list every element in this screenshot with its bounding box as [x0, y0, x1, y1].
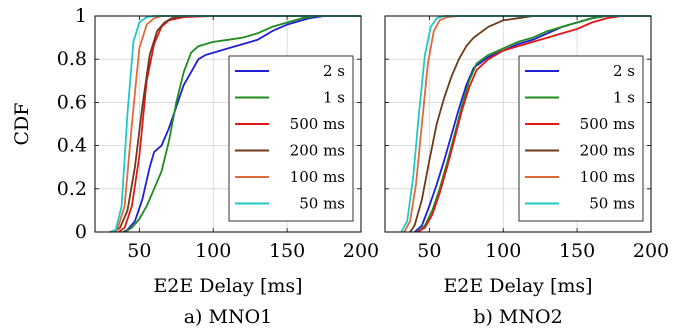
y-tick-label: 0.8 [57, 48, 87, 70]
panel-caption: a) MNO1 [184, 306, 273, 328]
plot-frame [384, 15, 652, 233]
legend-label: 2 s [613, 62, 635, 80]
y-tick-label: 0.2 [57, 178, 87, 200]
x-tick-label: 150 [269, 240, 305, 262]
legend-label: 50 ms [299, 195, 345, 213]
series-line-2s [122, 15, 361, 233]
legend-label: 50 ms [589, 195, 635, 213]
y-tick-label: 0 [75, 221, 87, 243]
x-axis-label: E2E Delay [ms] [153, 275, 302, 297]
legend-label: 1 s [613, 89, 635, 107]
y-tick-label: 1 [75, 5, 87, 27]
x-tick-label: 50 [417, 240, 441, 262]
legend-label: 200 ms [580, 142, 635, 160]
x-tick-label: 100 [195, 240, 231, 262]
x-tick-label: 50 [127, 240, 151, 262]
series-line-200ms [409, 15, 651, 233]
plot-frame [94, 15, 362, 233]
x-tick-label: 150 [559, 240, 595, 262]
x-tick-label: 200 [633, 240, 669, 262]
x-axis-label: E2E Delay [ms] [443, 275, 592, 297]
y-tick-label: 0.4 [57, 135, 87, 157]
panel-caption: b) MNO2 [473, 306, 562, 328]
panel-mno2: 50 100 150 200 E2E Delay [ms] b) MNO2 2 s 1 s 50… [384, 15, 669, 328]
legend-label: 500 ms [290, 115, 345, 133]
legend: 2 s 1 s 500 ms 200 ms 100 ms 50 ms [518, 55, 644, 222]
legend-label: 100 ms [580, 168, 635, 186]
panel-mno1: 50 100 150 200 0 0.2 0.4 0.6 0.8 1 E2E Delay [ms] C… [11, 5, 379, 328]
legend-box [518, 55, 644, 222]
series-line-1s [416, 15, 651, 233]
legend-label: 500 ms [580, 115, 635, 133]
series-line-500ms [417, 15, 651, 233]
legend-label: 2 s [323, 62, 345, 80]
y-axis-label: CDF [11, 103, 33, 146]
legend-label: 1 s [323, 89, 345, 107]
x-tick-label: 100 [485, 240, 521, 262]
legend-label: 200 ms [290, 142, 345, 160]
series-line-1s [124, 15, 361, 233]
y-tick-label: 0.6 [57, 91, 87, 113]
legend-box [228, 55, 354, 222]
x-tick-label: 200 [343, 240, 379, 262]
legend-label: 100 ms [290, 168, 345, 186]
legend: 2 s 1 s 500 ms 200 ms 100 ms 50 ms [228, 55, 354, 222]
